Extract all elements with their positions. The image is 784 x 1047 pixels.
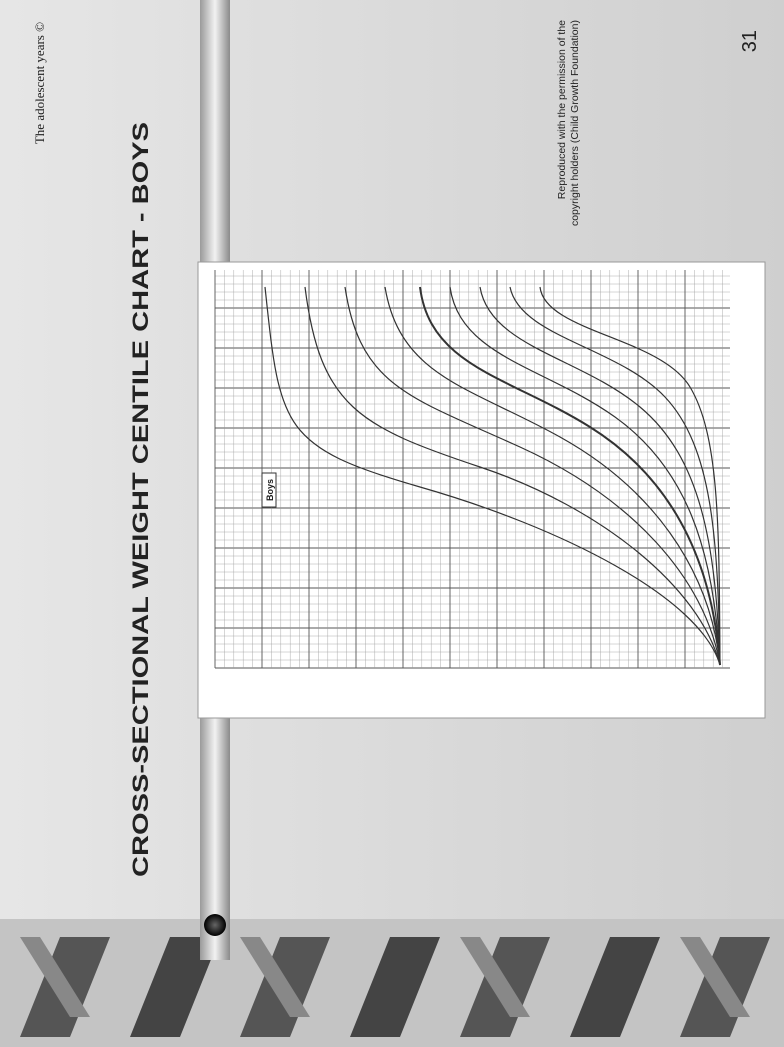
slide-title: CROSS-SECTIONAL WEIGHT CENTILE CHART - B… [128, 122, 153, 877]
chart-label: Boys [265, 479, 275, 501]
running-title: The adolescent years © [32, 22, 47, 144]
credit-line: copyright holders (Child Growth Foundati… [569, 20, 581, 226]
ribbon-decoration [0, 919, 784, 1047]
credit-line: Reproduced with the permission of the [556, 20, 568, 199]
chart-label-box [261, 472, 277, 508]
bar-knob [204, 914, 226, 936]
page-number: 31 [739, 30, 761, 52]
centile-curves [264, 286, 721, 666]
